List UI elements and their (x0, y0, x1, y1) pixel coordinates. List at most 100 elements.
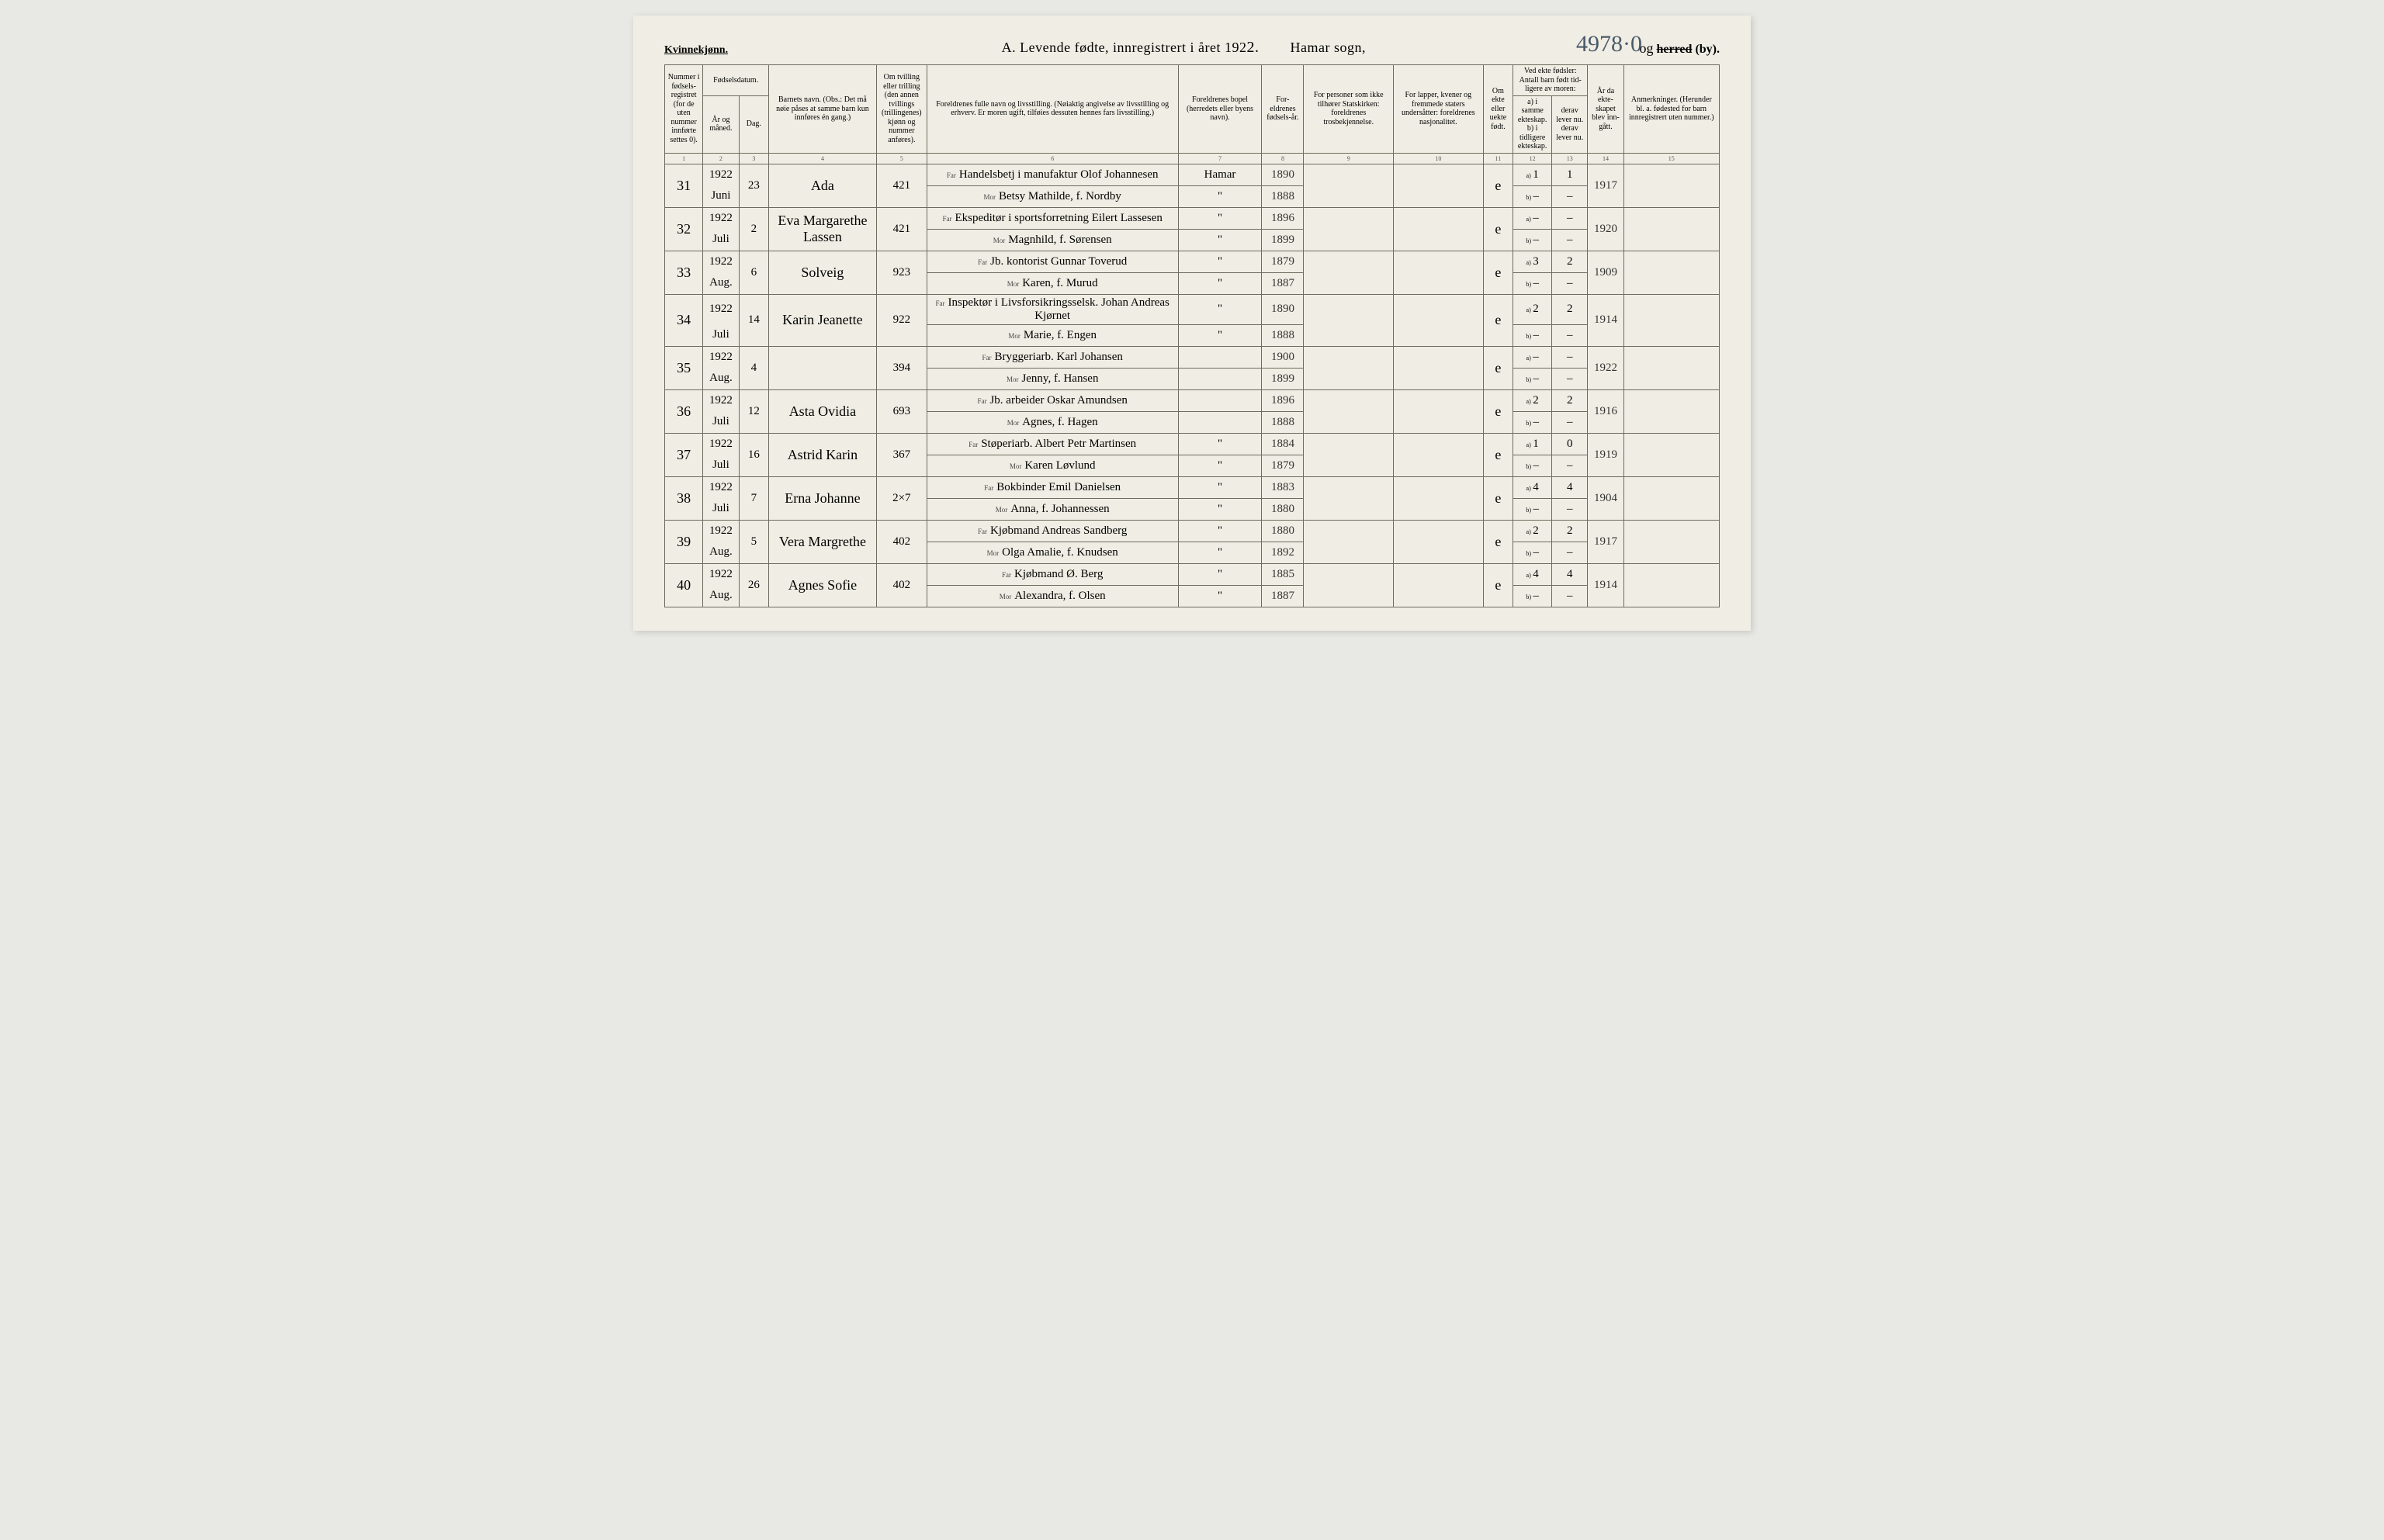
colnum-3: 3 (739, 153, 769, 164)
cell-childname: Ada (769, 164, 877, 207)
cell-childname: Solveig (769, 251, 877, 294)
cell-bopel-mor: " (1178, 498, 1262, 520)
table-head: Nummer i fødsels-registret (for de uten … (665, 65, 1720, 164)
cell-bopel-mor: " (1178, 229, 1262, 251)
col-header-13: derav lever nu. derav lever nu. (1552, 95, 1588, 153)
cell-year: 1922 (703, 563, 739, 585)
cell-birthyear-far: 1885 (1262, 563, 1304, 585)
cell-ekte: e (1483, 294, 1513, 346)
cell-remarks (1623, 433, 1719, 476)
colnum-15: 15 (1623, 153, 1719, 164)
cell-marr-year: 1909 (1588, 251, 1623, 294)
cell-childname: Agnes Sofie (769, 563, 877, 607)
col-header-12-13-group: Ved ekte fødsler: Antall barn født tid-l… (1513, 65, 1588, 96)
table-row: 3519224394FarBryggeriarb. Karl Johansen1… (665, 346, 1720, 368)
cell-remarks (1623, 476, 1719, 520)
cell-b-same: b) – (1513, 585, 1552, 607)
cell-birthyear-mor: 1887 (1262, 585, 1304, 607)
col-header-3: Dag. (739, 95, 769, 153)
cell-nasj (1394, 563, 1484, 607)
cell-childname: Karin Jeanette (769, 294, 877, 346)
register-table: Nummer i fødsels-registret (for de uten … (664, 64, 1720, 607)
cell-b-same: b) – (1513, 498, 1552, 520)
colnum-5: 5 (876, 153, 927, 164)
cell-year: 1922 (703, 164, 739, 185)
cell-a-lever: 0 (1552, 433, 1588, 455)
cell-tros (1304, 346, 1394, 389)
cell-bopel-far: " (1178, 251, 1262, 272)
colnum-6: 6 (927, 153, 1178, 164)
cell-num: 31 (665, 164, 703, 207)
cell-bopel-far: " (1178, 476, 1262, 498)
cell-a-lever: – (1552, 207, 1588, 229)
cell-a-same: a) 2 (1513, 389, 1552, 411)
cell-mor: MorOlga Amalie, f. Knudsen (927, 542, 1178, 563)
cell-month: Juli (703, 455, 739, 476)
cell-marr-year: 1914 (1588, 563, 1623, 607)
col-header-15: Anmerkninger. (Herunder bl. a. fødested … (1623, 65, 1719, 154)
cell-birthyear-mor: 1892 (1262, 542, 1304, 563)
table-body: 31192223Ada421FarHandelsbetj i manufaktu… (665, 164, 1720, 607)
cell-b-lever: – (1552, 368, 1588, 389)
col-header-6: Foreldrenes fulle navn og livsstilling. … (927, 65, 1178, 154)
cell-num: 35 (665, 346, 703, 389)
header-title: A. Levende fødte, innregistrert i året 1… (1002, 39, 1366, 57)
cell-nasj (1394, 294, 1484, 346)
cell-twin: 421 (876, 207, 927, 251)
cell-a-lever: 4 (1552, 563, 1588, 585)
cell-ekte: e (1483, 251, 1513, 294)
cell-far: FarHandelsbetj i manufaktur Olof Johanne… (927, 164, 1178, 185)
cell-mor: MorMarie, f. Engen (927, 324, 1178, 346)
cell-mor: MorKaren, f. Murud (927, 272, 1178, 294)
cell-remarks (1623, 520, 1719, 563)
cell-num: 36 (665, 389, 703, 433)
cell-remarks (1623, 346, 1719, 389)
cell-remarks (1623, 563, 1719, 607)
cell-mor: MorKaren Løvlund (927, 455, 1178, 476)
cell-nasj (1394, 520, 1484, 563)
table-row: 3919225Vera Margrethe402FarKjøbmand Andr… (665, 520, 1720, 542)
cell-remarks (1623, 389, 1719, 433)
cell-nasj (1394, 164, 1484, 207)
cell-a-same: a) 2 (1513, 294, 1552, 324)
cell-bopel-far (1178, 346, 1262, 368)
cell-far: FarKjøbmand Ø. Berg (927, 563, 1178, 585)
cell-birthyear-far: 1890 (1262, 294, 1304, 324)
cell-mor: MorAlexandra, f. Olsen (927, 585, 1178, 607)
col-header-11: Om ekte eller uekte født. (1483, 65, 1513, 154)
cell-day: 26 (739, 563, 769, 607)
table-row: 37192216Astrid Karin367FarStøperiarb. Al… (665, 433, 1720, 455)
cell-b-same: b) – (1513, 368, 1552, 389)
cell-tros (1304, 294, 1394, 346)
cell-b-same: b) – (1513, 272, 1552, 294)
cell-bopel-far (1178, 389, 1262, 411)
cell-day: 14 (739, 294, 769, 346)
cell-month: Aug. (703, 585, 739, 607)
page-number-handwritten: 4978·0 (1576, 31, 1642, 57)
cell-a-same: a) – (1513, 346, 1552, 368)
cell-num: 34 (665, 294, 703, 346)
cell-marr-year: 1917 (1588, 164, 1623, 207)
cell-day: 2 (739, 207, 769, 251)
register-page: 4978·0 Kvinnekjønn. A. Levende fødte, in… (633, 16, 1751, 631)
cell-b-lever: – (1552, 542, 1588, 563)
cell-ekte: e (1483, 563, 1513, 607)
cell-a-same: a) 1 (1513, 433, 1552, 455)
cell-childname: Erna Johanne (769, 476, 877, 520)
cell-tros (1304, 164, 1394, 207)
cell-day: 23 (739, 164, 769, 207)
cell-tros (1304, 563, 1394, 607)
cell-b-same: b) – (1513, 229, 1552, 251)
header-left-label: Kvinnekjønn. (664, 44, 728, 57)
cell-b-same: b) – (1513, 324, 1552, 346)
colnum-8: 8 (1262, 153, 1304, 164)
cell-a-lever: 2 (1552, 294, 1588, 324)
cell-remarks (1623, 164, 1719, 207)
colnum-1: 1 (665, 153, 703, 164)
cell-a-lever: 2 (1552, 520, 1588, 542)
cell-num: 33 (665, 251, 703, 294)
cell-month: Juli (703, 498, 739, 520)
colnum-10: 10 (1394, 153, 1484, 164)
cell-a-lever: 1 (1552, 164, 1588, 185)
cell-far: FarKjøbmand Andreas Sandberg (927, 520, 1178, 542)
